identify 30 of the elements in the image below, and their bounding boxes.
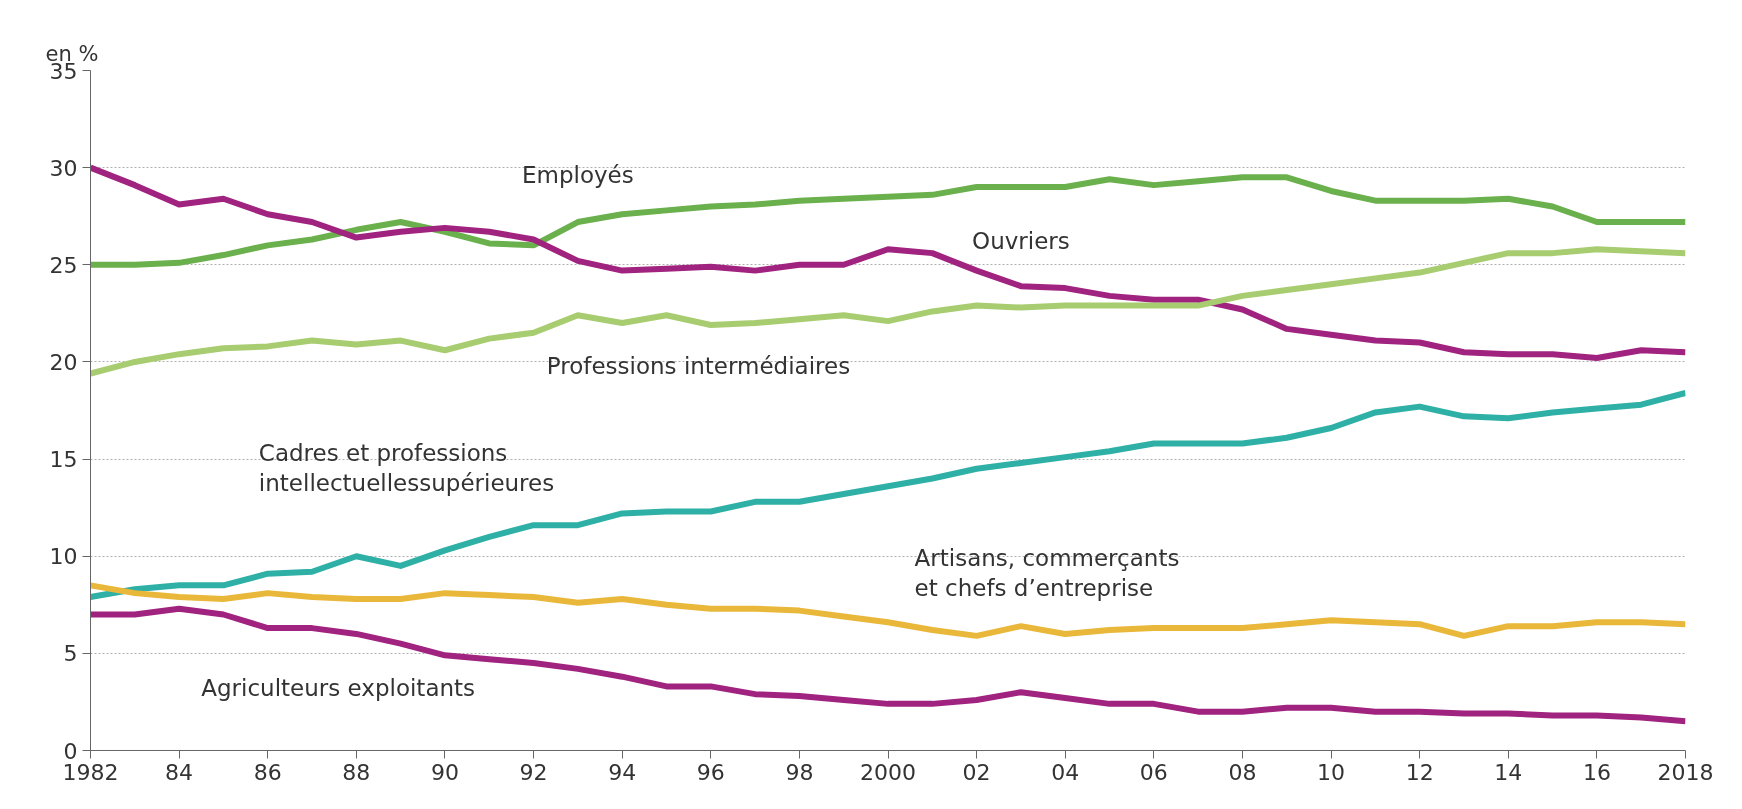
series-label: Agriculteurs exploitants: [201, 675, 476, 702]
y-tick-label: 30: [49, 155, 78, 181]
x-tick-label: 98: [785, 759, 814, 785]
y-tick-label: 5: [63, 641, 78, 667]
series-label: Employés: [521, 162, 634, 189]
series-label: Professions intermédiaires: [546, 352, 851, 379]
y-tick-label: 15: [49, 447, 78, 473]
y-tick-label: 10: [49, 544, 78, 570]
x-tick-label: 88: [342, 759, 371, 785]
x-tick-label: 84: [165, 759, 194, 785]
y-tick-label: 20: [49, 349, 78, 375]
x-tick-label: 02: [962, 759, 991, 785]
x-tick-label: 14: [1494, 759, 1523, 785]
x-tick-label: 90: [430, 759, 459, 785]
x-tick-label: 96: [696, 759, 725, 785]
x-tick-label: 10: [1317, 759, 1346, 785]
y-tick-label: 25: [49, 252, 78, 278]
x-tick-label: 94: [608, 759, 637, 785]
series-label: Cadres et professions intellectuellessupérieures: [258, 440, 555, 497]
series-label: Artisans, commerçants et chefs d’entreprise: [914, 545, 1180, 602]
x-tick-label: 04: [1051, 759, 1080, 785]
x-tick-label: 12: [1405, 759, 1434, 785]
series-label: Ouvriers: [972, 228, 1070, 255]
x-tick-label: 92: [519, 759, 548, 785]
x-tick-label: 86: [253, 759, 282, 785]
x-tick-label: 08: [1228, 759, 1257, 785]
x-tick-label: 16: [1582, 759, 1611, 785]
x-tick-label: 2000: [860, 759, 917, 785]
x-tick-label: 06: [1139, 759, 1168, 785]
x-tick-label: 2018: [1657, 759, 1714, 785]
